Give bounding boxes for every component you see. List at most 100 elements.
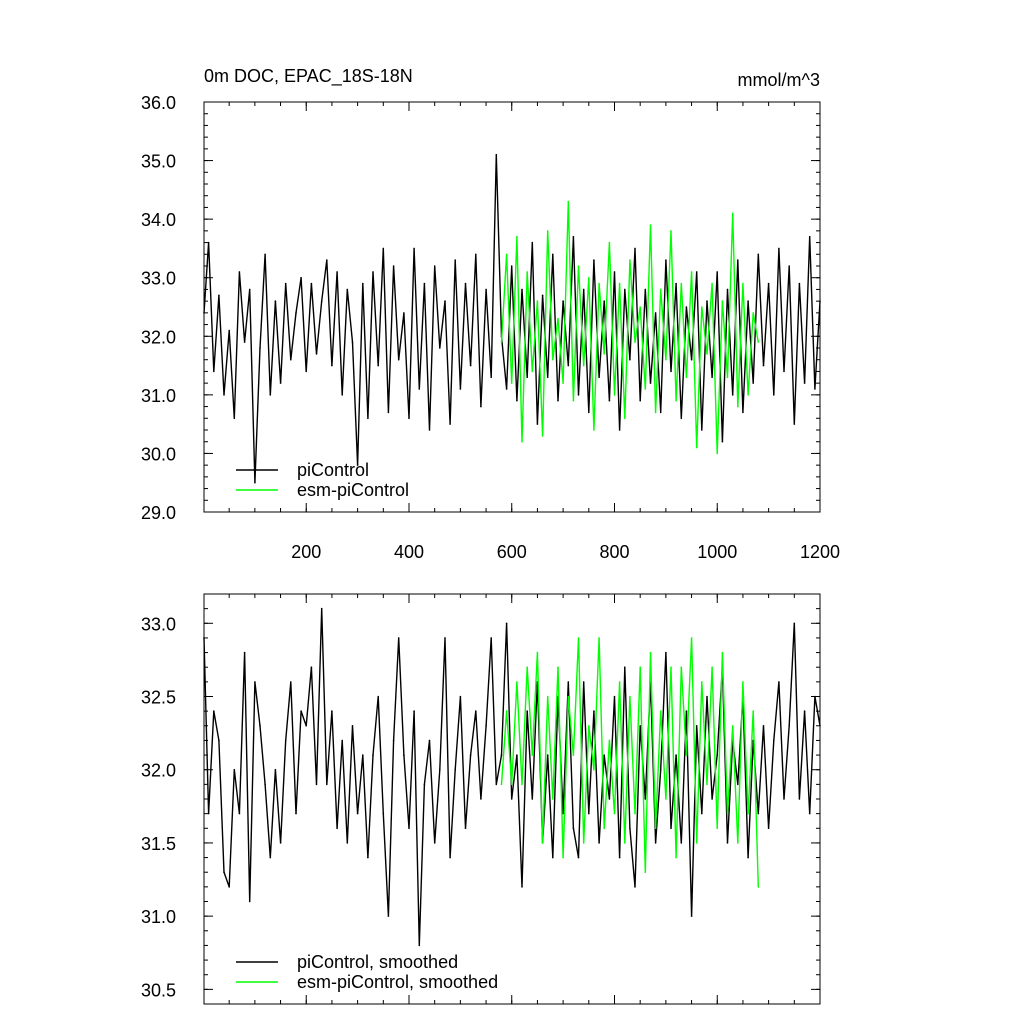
data-point (613, 394, 616, 396)
data-point (387, 915, 390, 917)
data-point (351, 725, 354, 727)
data-point (582, 842, 585, 844)
data-point (444, 637, 446, 639)
data-point (315, 783, 318, 786)
data-point (475, 253, 477, 256)
data-point (649, 382, 652, 384)
data-point (639, 399, 641, 402)
top-axis-layer: 29.0 30.0 31.0 32.0 33.0 34.0 35.0 36.0 200 400 60… (141, 93, 840, 562)
y-tick-label: 35.0 (141, 152, 176, 172)
data-point (403, 754, 405, 756)
data-point (701, 812, 703, 815)
data-point (706, 783, 708, 786)
data-point (510, 382, 513, 384)
data-point (716, 754, 718, 756)
x-tick-label: 600 (497, 542, 527, 562)
data-point (603, 827, 605, 830)
data-point (618, 429, 621, 431)
data-point (608, 798, 611, 800)
legend-label: esm-piControl, smoothed (297, 972, 498, 992)
data-point (449, 856, 451, 859)
data-point (531, 370, 534, 373)
data-point (670, 666, 672, 668)
data-point (701, 429, 703, 431)
data-point (464, 827, 467, 830)
data-point (747, 394, 749, 396)
y-tick-label: 34.0 (141, 210, 176, 230)
data-point (783, 798, 785, 800)
data-point (577, 856, 580, 859)
data-point (752, 312, 754, 314)
data-point (444, 300, 446, 302)
data-point (423, 783, 426, 786)
data-point (690, 637, 693, 639)
data-point (690, 358, 693, 361)
data-point (582, 681, 585, 683)
data-point (552, 253, 554, 256)
data-point (351, 341, 354, 343)
data-point (577, 637, 580, 639)
data-point (685, 710, 688, 712)
x-tick-label: 400 (394, 542, 424, 562)
data-point (695, 446, 698, 449)
data-point (459, 388, 462, 390)
data-point (742, 282, 744, 285)
data-point (264, 253, 266, 256)
data-point (279, 842, 282, 844)
data-point (803, 382, 806, 384)
data-point (665, 651, 667, 654)
data-point (690, 915, 693, 917)
data-point (248, 900, 251, 903)
data-point (284, 739, 287, 742)
data-point (613, 695, 616, 698)
data-point (603, 754, 605, 756)
data-point (773, 394, 775, 396)
data-point (480, 798, 482, 800)
data-point (701, 681, 703, 683)
data-point (747, 856, 749, 859)
data-point (495, 783, 498, 786)
data-point (449, 423, 451, 425)
data-point (649, 651, 652, 654)
data-point (752, 382, 754, 384)
data-point (618, 681, 621, 683)
y-tick-label: 36.0 (141, 93, 176, 113)
data-point (624, 288, 626, 291)
data-point (716, 271, 718, 273)
data-point (516, 681, 518, 683)
data-point (567, 695, 570, 698)
data-point (562, 382, 564, 384)
data-point (593, 710, 595, 712)
data-point (310, 282, 313, 285)
data-point (762, 364, 765, 367)
data-point (228, 329, 230, 332)
data-point (284, 282, 287, 285)
data-point (706, 353, 708, 355)
data-point (521, 288, 523, 291)
bottom-panel: 30.5 31.0 31.5 32.0 32.5 33.0 piControl, smoo… (141, 593, 821, 1005)
data-point (577, 394, 580, 396)
data-point (413, 247, 415, 250)
data-point (737, 783, 739, 786)
data-point (675, 282, 677, 285)
data-point (433, 265, 436, 267)
data-point (233, 417, 236, 420)
data-point (665, 358, 667, 361)
data-point (295, 312, 297, 314)
data-point (218, 739, 220, 742)
y-tick-label: 32.0 (141, 761, 176, 781)
data-point (711, 666, 713, 668)
data-point (562, 856, 564, 859)
data-point (536, 651, 539, 654)
data-point (207, 241, 210, 244)
data-point (659, 411, 662, 414)
data-point (516, 235, 518, 238)
data-point (726, 376, 729, 379)
data-point (454, 768, 457, 771)
data-point (670, 827, 672, 830)
data-point (274, 768, 277, 771)
data-point (598, 282, 600, 285)
data-point (552, 798, 554, 800)
data-point (315, 353, 318, 355)
data-point (654, 312, 657, 314)
